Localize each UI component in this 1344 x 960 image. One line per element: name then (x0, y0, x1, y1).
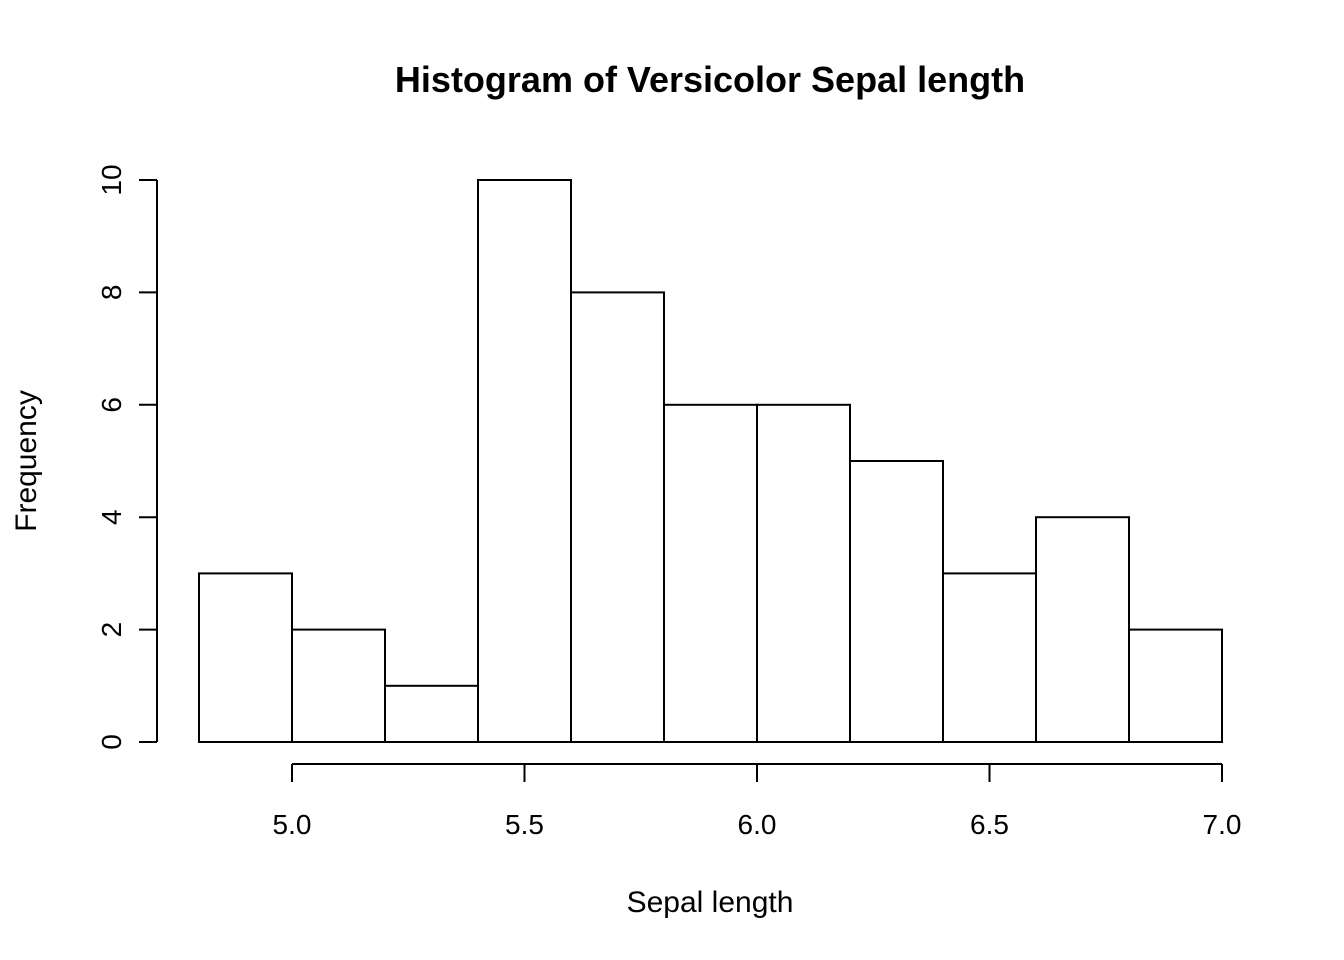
histogram-bar-8 (942, 572, 1037, 744)
x-axis-label: Sepal length (627, 886, 794, 919)
histogram-bar-3 (477, 179, 572, 743)
histogram-bar-7 (849, 460, 944, 743)
histogram-bar-0 (198, 572, 293, 744)
x-tick-label: 6.0 (738, 809, 777, 840)
y-tick-label: 2 (96, 622, 127, 638)
y-tick-label: 6 (96, 397, 127, 413)
histogram-bar-10 (1128, 628, 1223, 743)
histogram-bar-5 (663, 403, 758, 743)
histogram-bars (198, 179, 1223, 744)
histogram-bar-6 (756, 403, 851, 743)
y-axis-label: Frequency (10, 390, 43, 532)
y-tick-label: 4 (96, 509, 127, 525)
histogram-bar-1 (291, 628, 386, 743)
y-tick-label: 8 (96, 285, 127, 301)
x-tick-label: 5.0 (273, 809, 312, 840)
y-axis: 0 2 4 6 8 10 (96, 164, 158, 750)
y-tick-label: 10 (96, 164, 127, 195)
x-tick-label: 6.5 (970, 809, 1009, 840)
y-tick-label: 0 (96, 734, 127, 750)
histogram-bar-9 (1035, 516, 1130, 744)
histogram-bar-2 (384, 684, 479, 743)
x-tick-label: 7.0 (1203, 809, 1242, 840)
x-axis: 5.0 5.5 6.0 6.5 7.0 (273, 763, 1242, 840)
histogram-bar-4 (570, 291, 665, 743)
chart-title: Histogram of Versicolor Sepal length (395, 59, 1025, 100)
x-tick-label: 5.5 (505, 809, 544, 840)
